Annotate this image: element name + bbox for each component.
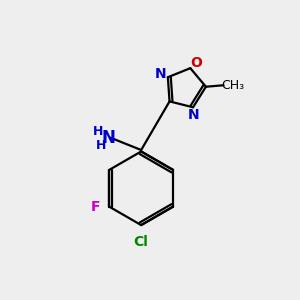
- Text: N: N: [188, 108, 200, 122]
- Text: N: N: [155, 67, 166, 81]
- Text: O: O: [190, 56, 202, 70]
- Text: H: H: [93, 125, 104, 138]
- Text: CH₃: CH₃: [221, 79, 244, 92]
- Text: Cl: Cl: [134, 235, 148, 248]
- Text: N: N: [102, 129, 116, 147]
- Text: F: F: [90, 200, 100, 214]
- Text: H: H: [96, 140, 106, 152]
